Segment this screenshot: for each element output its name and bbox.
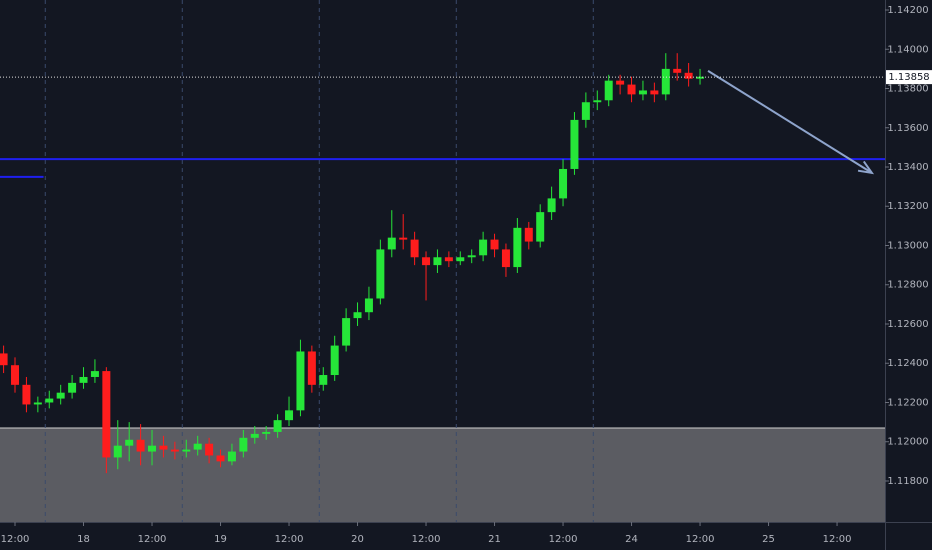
candle-body [148,445,157,452]
candle-body [170,449,179,452]
y-tick-label: 1.12000 [887,437,928,448]
y-tick-label: 1.11800 [887,476,928,487]
candle-body [239,437,248,452]
candle-body [513,227,522,268]
y-tick-label: 1.13200 [887,201,928,212]
candle-body [536,212,545,242]
candle-body [581,102,590,120]
candle-body [593,100,602,103]
candle-body [90,371,99,377]
candle-body [136,439,145,452]
candle-body [364,298,373,313]
x-tick-label: 19 [214,534,227,545]
current-price-label: 1.13858 [888,72,929,83]
candle-body [616,80,625,85]
candle-body [319,375,328,385]
y-tick-label: 1.13800 [887,84,928,95]
arrow-head [857,160,875,175]
y-tick-label: 1.13400 [887,162,928,173]
candle-body [79,376,88,383]
candle-body [330,345,339,376]
candle-body [650,90,659,95]
x-tick-label: 24 [625,534,638,545]
x-tick-label: 12:00 [549,534,578,545]
candle-body [467,255,476,258]
candle-body [661,68,670,95]
x-tick-label: 20 [351,534,364,545]
candle-body [250,433,259,438]
y-tick-label: 1.14000 [887,44,928,55]
x-tick-label: 12:00 [823,534,852,545]
x-tick-label: 25 [762,534,775,545]
price-axis-bg [885,0,932,550]
candle-body [490,239,499,250]
y-tick-label: 1.13000 [887,240,928,251]
candle-body [479,239,488,256]
candle-body [273,420,282,432]
candle-body [570,119,579,169]
y-tick-label: 1.13600 [887,123,928,134]
candle-body [627,84,636,95]
y-tick-label: 1.14200 [887,5,928,16]
candle-body [684,72,693,79]
x-tick-label: 12:00 [686,534,715,545]
candle-body [33,402,42,405]
x-tick-label: 18 [77,534,90,545]
candle-body [501,249,510,268]
candle-body [433,257,442,266]
candle-body [456,257,465,262]
candle-body [307,351,316,385]
y-tick-label: 1.12800 [887,280,928,291]
zone [0,428,885,522]
candle-body [410,239,419,258]
candle-body [182,449,191,452]
candle-body [22,384,31,405]
candle-body [285,410,294,421]
y-tick-label: 1.12200 [887,397,928,408]
x-tick-label: 12:00 [138,534,167,545]
candle-body [638,90,647,95]
arrow-line [707,69,873,174]
y-tick-label: 1.12600 [887,319,928,330]
candle-body [353,312,362,319]
candle-body [444,257,453,262]
candle-body [296,351,305,411]
x-tick-label: 12:00 [412,534,441,545]
time-axis-bg [0,522,932,550]
candle-body [376,249,385,299]
candle-body [159,445,168,450]
candle-body [399,237,408,240]
candle-body [673,68,682,73]
candle-body [604,80,613,101]
y-tick-label: 1.12400 [887,358,928,369]
x-tick-label: 12:00 [275,534,304,545]
candle-body [262,431,271,434]
candle-body [102,371,111,458]
candle-body [45,398,54,403]
candle-body [547,198,556,213]
candle-body [227,451,236,462]
candle-body [56,392,65,399]
x-tick-label: 21 [488,534,501,545]
candle-body [559,168,568,199]
candle-body [113,445,122,458]
candle-body [68,382,77,393]
candle-body [205,443,214,456]
x-tick-label: 12:00 [1,534,30,545]
current-price-box [886,70,932,85]
candle-body [524,227,533,242]
candle-body [0,353,8,366]
candle-body [696,76,705,79]
candle-body [11,365,20,385]
candle-body [342,318,351,346]
candle-body [216,455,225,462]
candle-body [387,237,396,250]
candle-body [125,439,134,446]
candle-body [193,443,202,450]
candle-body [422,257,431,266]
